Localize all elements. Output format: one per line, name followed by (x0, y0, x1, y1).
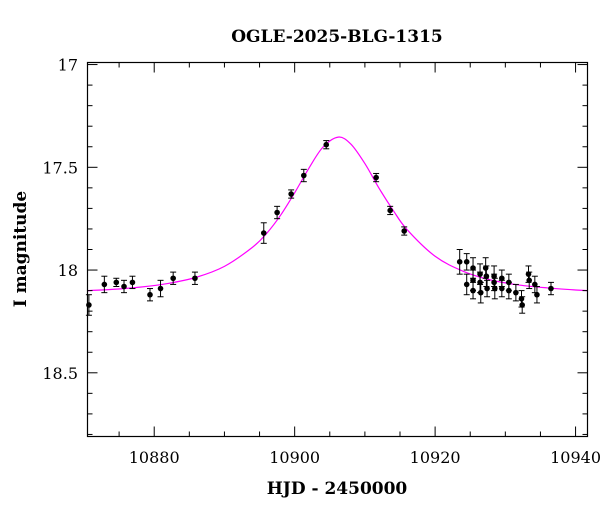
y-tick-label: 18 (58, 261, 78, 280)
point-marker (548, 285, 554, 292)
point-marker (401, 228, 408, 234)
point-marker (260, 230, 267, 236)
point-marker (147, 291, 153, 298)
point-marker (113, 279, 120, 286)
x-tick-label: 10880 (129, 448, 180, 467)
data-point (157, 279, 164, 298)
point-marker (288, 191, 294, 197)
y-tick-label: 17 (58, 56, 78, 75)
data-point (531, 275, 538, 294)
point-marker (477, 289, 484, 296)
data-point (470, 281, 477, 300)
x-tick-label: 10900 (269, 448, 320, 467)
chart-title: OGLE-2025-BLG-1315 (231, 27, 443, 47)
point-marker (482, 265, 489, 271)
point-marker (157, 285, 164, 292)
point-marker (121, 283, 127, 290)
point-marker (463, 281, 470, 288)
x-tick-label: 10940 (550, 448, 600, 467)
point-marker (323, 141, 330, 148)
point-marker (387, 207, 393, 214)
data-point (526, 271, 533, 290)
point-marker (499, 275, 505, 282)
data-point (274, 205, 281, 220)
point-marker (101, 281, 108, 288)
data-point (260, 222, 267, 244)
data-point (85, 294, 92, 316)
point-marker (274, 209, 280, 216)
point-marker (525, 271, 532, 277)
data-point (129, 275, 136, 290)
data-point (470, 257, 477, 279)
point-marker (519, 302, 525, 308)
plot-frame (86, 61, 589, 438)
point-marker (192, 275, 198, 282)
data-point (483, 265, 490, 287)
point-marker (373, 174, 379, 181)
point-marker (300, 172, 307, 179)
x-tick-label: 10920 (410, 448, 461, 467)
point-marker (470, 277, 476, 284)
data-point (533, 285, 540, 304)
point-marker (470, 265, 476, 271)
model-curve (87, 136, 588, 292)
data-point (300, 168, 307, 183)
data-point (147, 288, 153, 302)
data-point (373, 172, 380, 183)
point-marker (463, 259, 470, 265)
data-point (401, 226, 408, 236)
data-point (519, 296, 526, 314)
data-point (505, 281, 512, 300)
point-marker (129, 279, 136, 286)
point-marker (491, 279, 497, 286)
data-point (323, 140, 330, 150)
data-point (456, 249, 463, 275)
data-point (512, 283, 519, 302)
data-point (484, 279, 491, 298)
data-point (113, 277, 120, 287)
data-point (477, 281, 484, 304)
y-tick-label: 18.5 (42, 364, 78, 383)
data-point (547, 281, 554, 296)
data-point (101, 275, 108, 294)
point-marker (492, 285, 498, 292)
y-axis-label: I magnitude (11, 191, 31, 308)
data-point (121, 279, 128, 294)
y-tick-label: 17.5 (42, 158, 78, 177)
point-marker (483, 273, 490, 280)
point-marker (170, 275, 176, 282)
data-point (491, 277, 498, 300)
point-marker (532, 281, 538, 288)
data-point (170, 271, 177, 285)
data-point (191, 271, 198, 285)
point-marker (534, 291, 540, 298)
point-marker (526, 277, 533, 284)
point-marker (506, 287, 512, 294)
point-marker (456, 259, 463, 265)
x-axis-label: HJD - 2450000 (267, 479, 408, 499)
data-point (463, 273, 470, 296)
data-point (463, 253, 470, 271)
point-marker (499, 285, 505, 292)
point-marker (513, 289, 519, 296)
data-point (387, 205, 394, 216)
data-point (288, 189, 295, 199)
point-marker (470, 287, 476, 294)
point-marker (484, 285, 490, 292)
data-point (498, 279, 505, 298)
point-marker (518, 296, 525, 302)
